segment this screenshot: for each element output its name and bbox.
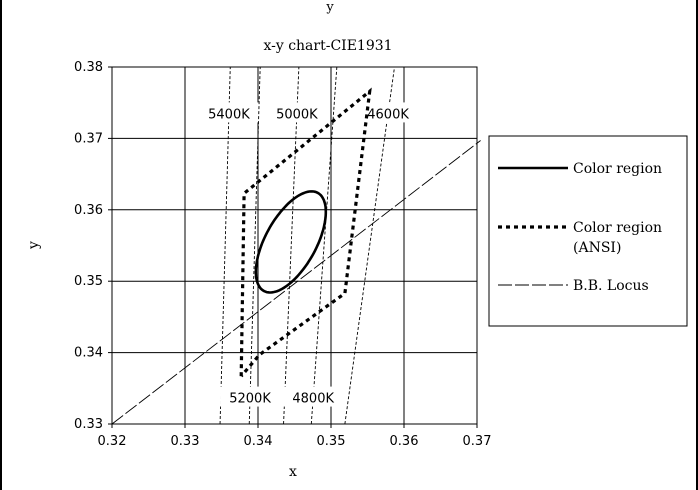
grid — [108, 66, 478, 428]
top-caption: y — [325, 0, 334, 15]
y-tick-label: 0.36 — [74, 203, 103, 218]
y-tick-label: 0.33 — [74, 417, 103, 432]
cct-label-bg-4600k — [358, 102, 419, 123]
cct-label-4800k: 4800K — [292, 392, 334, 407]
cct-line-5200k — [248, 66, 261, 425]
y-axis-label: y — [26, 241, 42, 250]
series-color-region-ansi-1 — [239, 87, 372, 378]
legend: Color region Color region (ANSI) B.B. Locus — [488, 135, 688, 327]
x-tick-label: 0.32 — [98, 434, 127, 449]
y-tick-label: 0.34 — [74, 346, 103, 361]
cct-label-5000k: 5000K — [276, 107, 318, 122]
x-tick-label: 0.34 — [244, 434, 273, 449]
cct-label-5400k: 5400K — [208, 107, 250, 122]
cct-label-bg-5400k — [198, 102, 259, 123]
legend-label-line2-1: (ANSI) — [573, 240, 621, 256]
series-color-region-0 — [254, 190, 328, 294]
legend-label-2: B.B. Locus — [573, 278, 649, 294]
chart-title: x-y chart-CIE1931 — [263, 38, 392, 54]
series-b-b-locus-2 — [111, 140, 481, 425]
cct-line-5400k — [219, 66, 231, 425]
plot-area — [111, 66, 478, 425]
y-tick-label: 0.37 — [74, 131, 103, 146]
x-tick-label: 0.33 — [171, 434, 200, 449]
legend-label-0: Color region — [573, 161, 662, 177]
cct-label-5200k: 5200K — [229, 392, 271, 407]
legend-label-1: Color region — [573, 220, 662, 236]
series-layer — [111, 87, 481, 425]
cct-label-bg-5000k — [266, 102, 327, 123]
cct-label-4600k: 4600K — [367, 107, 409, 122]
plot-border — [111, 66, 478, 425]
y-tick-label: 0.38 — [74, 60, 103, 75]
x-tick-label: 0.37 — [463, 434, 492, 449]
cct-label-bg-5200k — [220, 386, 281, 407]
y-tick-label: 0.35 — [74, 274, 103, 289]
x-tick-label: 0.35 — [317, 434, 346, 449]
x-axis-label: x — [289, 464, 297, 480]
axis-tick-labels: 0.32 0.33 0.34 0.35 0.36 0.37 0.33 0.34 0.35 0.36… — [74, 60, 491, 449]
cct-label-bg-4800k — [283, 386, 344, 407]
cct-line-5000k — [283, 66, 300, 425]
x-tick-label: 0.36 — [390, 434, 419, 449]
cct-line-4600k — [344, 66, 395, 425]
cct-lines: 5400K 5200K 5000K 4800K 4600K — [198, 66, 419, 425]
